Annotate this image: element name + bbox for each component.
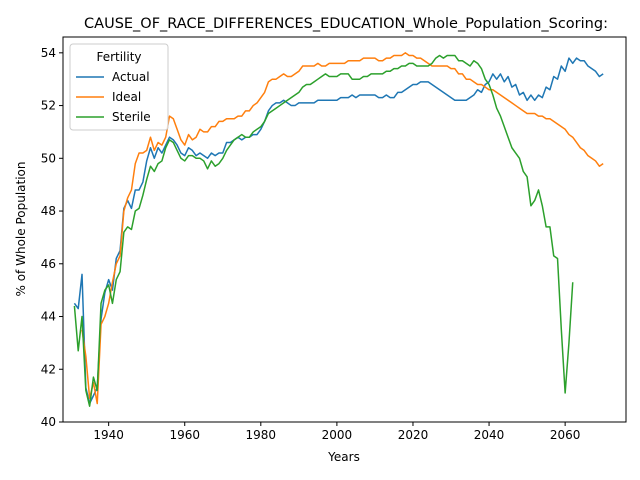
y-tick-label: 52 xyxy=(41,99,56,113)
legend-label-sterile: Sterile xyxy=(112,110,151,124)
series-line-sterile xyxy=(73,54,574,407)
y-axis: 40 42 44 46 48 50 52 54 xyxy=(41,46,63,429)
y-axis-title: % of Whole Population xyxy=(14,162,28,297)
legend-title: Fertility xyxy=(96,50,141,64)
x-axis-title: Years xyxy=(327,450,360,464)
y-tick-label: 48 xyxy=(41,204,56,218)
y-tick-label: 46 xyxy=(41,257,56,271)
series-layer xyxy=(73,52,604,407)
x-tick-label: 2000 xyxy=(322,428,353,442)
chart-title: CAUSE_OF_RACE_DIFFERENCES_EDUCATION_Whol… xyxy=(84,16,608,32)
x-tick-label: 2040 xyxy=(474,428,505,442)
legend-box xyxy=(69,43,169,131)
y-tick-label: 44 xyxy=(41,310,56,324)
legend: Fertility Actual Ideal Sterile xyxy=(69,43,169,131)
plot-area xyxy=(62,36,627,423)
x-tick-label: 2060 xyxy=(550,428,581,442)
y-tick-label: 42 xyxy=(41,362,56,376)
y-tick-label: 50 xyxy=(41,151,56,165)
x-tick-label: 1980 xyxy=(246,428,277,442)
x-tick-label: 1940 xyxy=(93,428,124,442)
legend-label-actual: Actual xyxy=(112,70,150,84)
x-tick-label: 1960 xyxy=(169,428,200,442)
x-axis: 1940 1960 1980 2000 2020 2040 2060 xyxy=(93,422,580,442)
y-tick-label: 54 xyxy=(41,46,56,60)
series-line-ideal xyxy=(81,52,604,405)
legend-label-ideal: Ideal xyxy=(112,90,141,104)
plot-frame xyxy=(62,36,627,423)
y-tick-label: 40 xyxy=(41,415,56,429)
x-tick-label: 2020 xyxy=(398,428,429,442)
series-line-actual xyxy=(73,57,604,405)
